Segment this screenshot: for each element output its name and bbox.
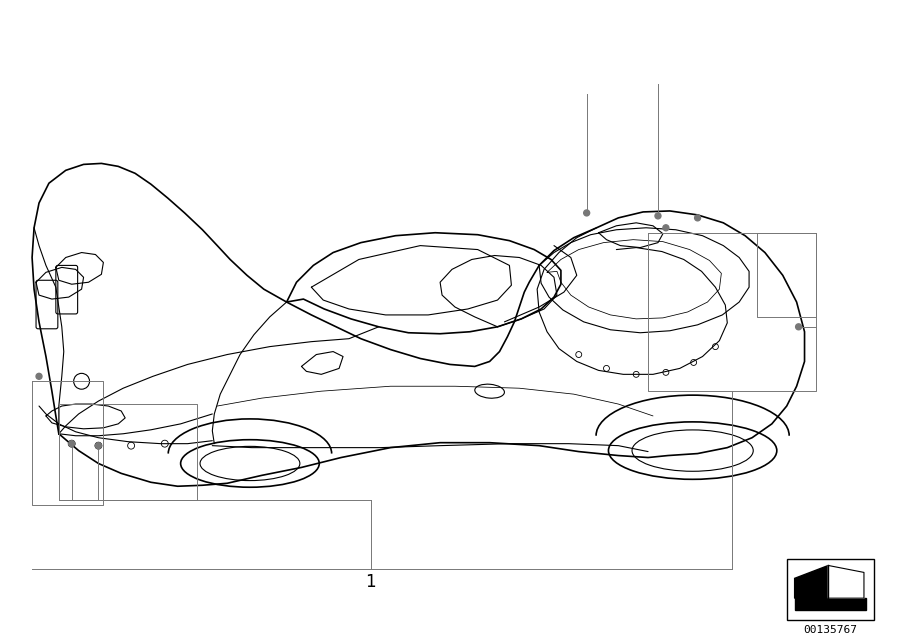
Circle shape: [655, 213, 661, 219]
Circle shape: [68, 441, 75, 446]
Circle shape: [796, 324, 802, 330]
Polygon shape: [302, 352, 343, 375]
Circle shape: [584, 210, 590, 216]
Text: 1: 1: [365, 573, 376, 591]
Text: 00135767: 00135767: [804, 625, 858, 635]
Polygon shape: [795, 565, 828, 598]
Polygon shape: [828, 565, 864, 598]
Circle shape: [695, 215, 700, 221]
Circle shape: [663, 225, 669, 231]
Circle shape: [95, 443, 102, 448]
Bar: [787, 558, 874, 620]
Polygon shape: [795, 598, 866, 610]
Circle shape: [36, 373, 42, 379]
